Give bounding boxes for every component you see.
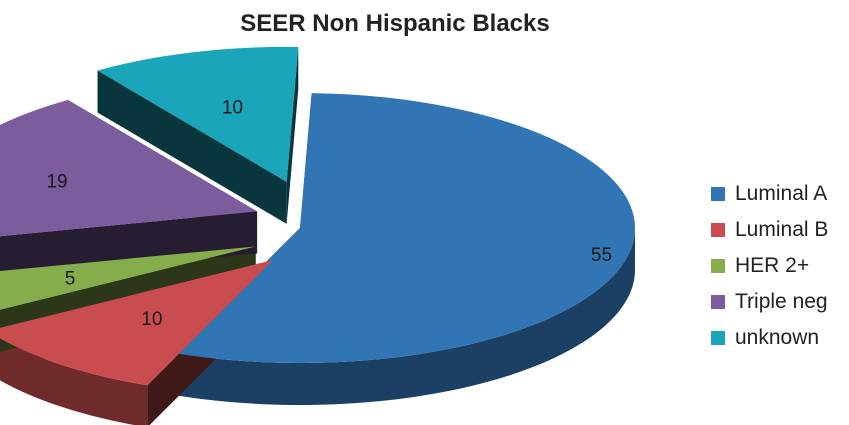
data-label: 19 xyxy=(46,171,67,192)
pie-slice-depth-4 xyxy=(97,46,299,224)
pie-slice-unknown xyxy=(97,46,299,182)
pie-slice-luminal-a xyxy=(174,93,635,363)
data-label: 5 xyxy=(65,268,76,289)
pie-slice-her-2- xyxy=(0,246,256,310)
legend-swatch xyxy=(711,259,725,273)
chart-title: SEER Non Hispanic Blacks xyxy=(240,10,550,37)
legend-swatch xyxy=(711,295,725,309)
legend-label: Luminal B xyxy=(735,218,829,241)
data-label: 10 xyxy=(222,98,243,119)
legend-item: HER 2+ xyxy=(711,248,828,284)
legend-item: unknown xyxy=(711,320,828,356)
legend-swatch xyxy=(711,187,725,201)
pie-slice-side xyxy=(174,228,635,405)
data-label: 10 xyxy=(141,309,162,330)
legend-swatch xyxy=(711,331,725,345)
pie-slice-luminal-b xyxy=(0,260,273,386)
legend-swatch xyxy=(711,223,725,237)
pie-slices xyxy=(0,46,635,425)
pie-slice-wall xyxy=(0,246,256,314)
pie-slice-triple-neg xyxy=(0,100,258,237)
legend-label: Luminal A xyxy=(735,182,828,205)
legend-item: Luminal B xyxy=(711,212,828,248)
legend-label: unknown xyxy=(735,326,820,349)
legend-item: Luminal A xyxy=(711,176,828,212)
pie-data-labels: 55 10 5 19 10 xyxy=(46,98,612,330)
pie-slice-wall xyxy=(97,70,287,224)
pie-slice-wall xyxy=(286,46,299,224)
pie-slice-wall xyxy=(0,211,258,279)
legend: Luminal A Luminal B HER 2+ Triple neg unknow… xyxy=(711,176,828,356)
legend-label: Triple neg xyxy=(735,290,828,313)
pie-slice-side xyxy=(0,338,148,425)
data-label: 55 xyxy=(591,245,612,266)
legend-label: HER 2+ xyxy=(735,254,810,277)
legend-item: Triple neg xyxy=(711,284,828,320)
